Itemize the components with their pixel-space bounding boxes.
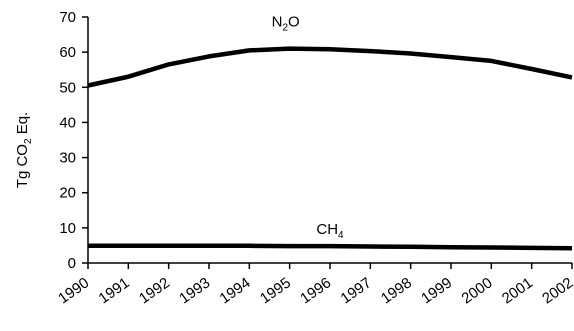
series-label-ch4: CH4	[316, 221, 344, 241]
y-tick-label: 70	[59, 9, 76, 26]
x-tick-label: 1998	[378, 274, 415, 307]
y-tick-label: 10	[59, 220, 76, 237]
series	[87, 46, 573, 251]
svg-text:Tg CO2 Eq.: Tg CO2 Eq.	[14, 112, 34, 188]
series-labels: N2O CH4	[272, 14, 344, 242]
x-tick-label: 2002	[539, 274, 574, 307]
x-tick-label: 2000	[459, 274, 496, 307]
y-tick-label: 20	[59, 185, 76, 202]
series-line-n2o	[87, 46, 573, 88]
x-tick-label: 1995	[257, 274, 294, 307]
x-ticks: 1990 1991 1992 1993 1994 1995 1996 1997 1998 1999…	[55, 263, 574, 307]
series-line-ch4	[88, 243, 573, 251]
y-ticks: 0 10 20 30 40 50 60 70	[59, 9, 88, 272]
x-tick-label: 1994	[217, 274, 254, 307]
x-tick-label: 1997	[338, 274, 375, 307]
y-tick-label: 30	[59, 150, 76, 167]
y-axis-title-rest: Eq.	[14, 112, 31, 139]
x-tick-label: 2001	[499, 274, 536, 307]
y-tick-label: 60	[59, 44, 76, 61]
x-tick-label: 1996	[297, 274, 334, 307]
x-tick-label: 1992	[136, 274, 173, 307]
y-tick-label: 50	[59, 79, 76, 96]
y-axis-title-base: Tg CO	[14, 144, 31, 188]
y-tick-label: 0	[68, 255, 76, 272]
x-tick-label: 1999	[418, 274, 455, 307]
y-tick-label: 40	[59, 114, 76, 131]
y-axis-title-sub: 2	[23, 138, 34, 144]
series-label-n2o: N2O	[272, 14, 300, 34]
x-tick-label: 1991	[96, 274, 133, 307]
x-tick-label: 1990	[55, 274, 92, 307]
x-tick-label: 1993	[176, 274, 213, 307]
y-axis-title: Tg CO2 Eq.	[14, 112, 34, 188]
